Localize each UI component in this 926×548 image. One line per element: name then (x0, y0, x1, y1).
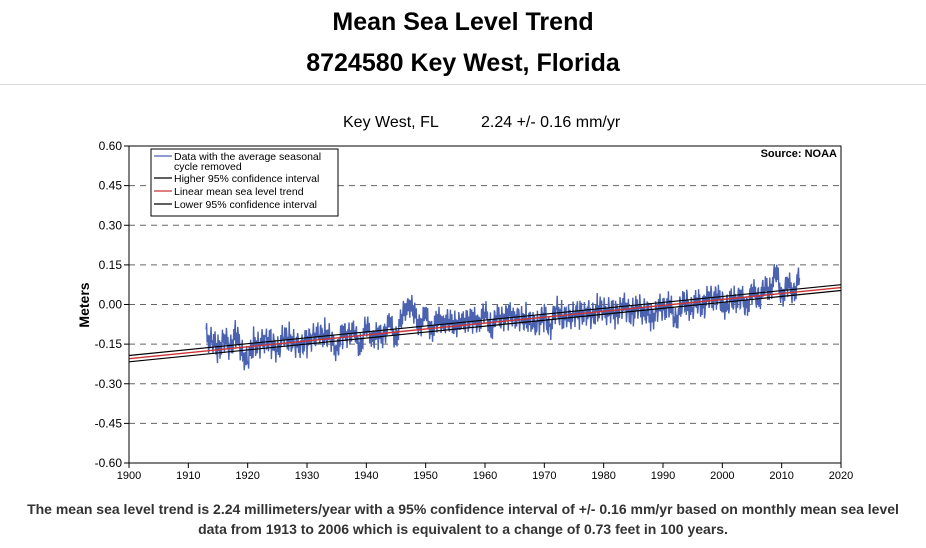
station-title: 8724580 Key West, Florida (306, 49, 620, 77)
plot-frame (128, 145, 842, 464)
x-tick-label: 2000 (710, 470, 734, 480)
y-tick-label: -0.60 (95, 456, 123, 470)
legend-label-cont: cycle removed (174, 161, 242, 173)
legend-label: Higher 95% confidence interval (174, 173, 319, 185)
x-tick-label: 1980 (591, 470, 615, 480)
y-tick-label: -0.15 (95, 337, 123, 351)
page-title: Mean Sea Level Trend (332, 8, 594, 36)
chart-rate-label: 2.24 +/- 0.16 mm/yr (481, 114, 621, 131)
sea-level-chart: 0.60 0.45 0.30 0.15 0.00 -0.15 -0.30 -0.45 -0.60… (76, 139, 853, 480)
caption-line-2: data from 1913 to 2006 which is equivale… (198, 521, 728, 537)
y-tick-label: 0.30 (99, 218, 123, 232)
y-tick-label: 0.00 (99, 298, 123, 312)
data-series-line (205, 264, 801, 371)
trend-line (129, 286, 841, 360)
x-tick-label: 1970 (532, 470, 556, 480)
chart-location-label: Key West, FL (343, 114, 439, 131)
caption-line-1: The mean sea level trend is 2.24 millime… (27, 501, 899, 517)
y-tick-label: 0.45 (99, 179, 123, 193)
y-tick-label: 0.15 (99, 258, 123, 272)
chart-caption: The mean sea level trend is 2.24 millime… (0, 499, 926, 539)
legend-label: Lower 95% confidence interval (174, 199, 317, 211)
y-tick-label: -0.45 (95, 416, 123, 430)
legend-label: Linear mean sea level trend (174, 186, 304, 198)
y-tick-label: 0.60 (99, 139, 123, 153)
x-tick-label: 2010 (769, 470, 793, 480)
x-tick-label: 1900 (117, 470, 141, 480)
x-tick-label: 1910 (176, 470, 200, 480)
legend-label: Data with the average seasonal (174, 151, 321, 163)
x-tick-label: 1950 (413, 470, 437, 480)
x-tick-label: 1930 (295, 470, 319, 480)
lower-ci-line (129, 289, 841, 363)
header-divider (0, 84, 926, 85)
plot-lines (129, 264, 841, 371)
x-tick-label: 1940 (354, 470, 378, 480)
upper-ci-line (129, 284, 841, 357)
legend-box (150, 148, 339, 217)
x-tick-label: 1920 (235, 470, 259, 480)
source-label: Source: NOAA (761, 148, 837, 160)
x-tick-label: 2020 (829, 470, 853, 480)
y-tick-label: -0.30 (95, 377, 123, 391)
y-axis-label: Meters (76, 282, 92, 327)
x-tick-label: 1960 (473, 470, 497, 480)
x-tick-label: 1990 (651, 470, 675, 480)
